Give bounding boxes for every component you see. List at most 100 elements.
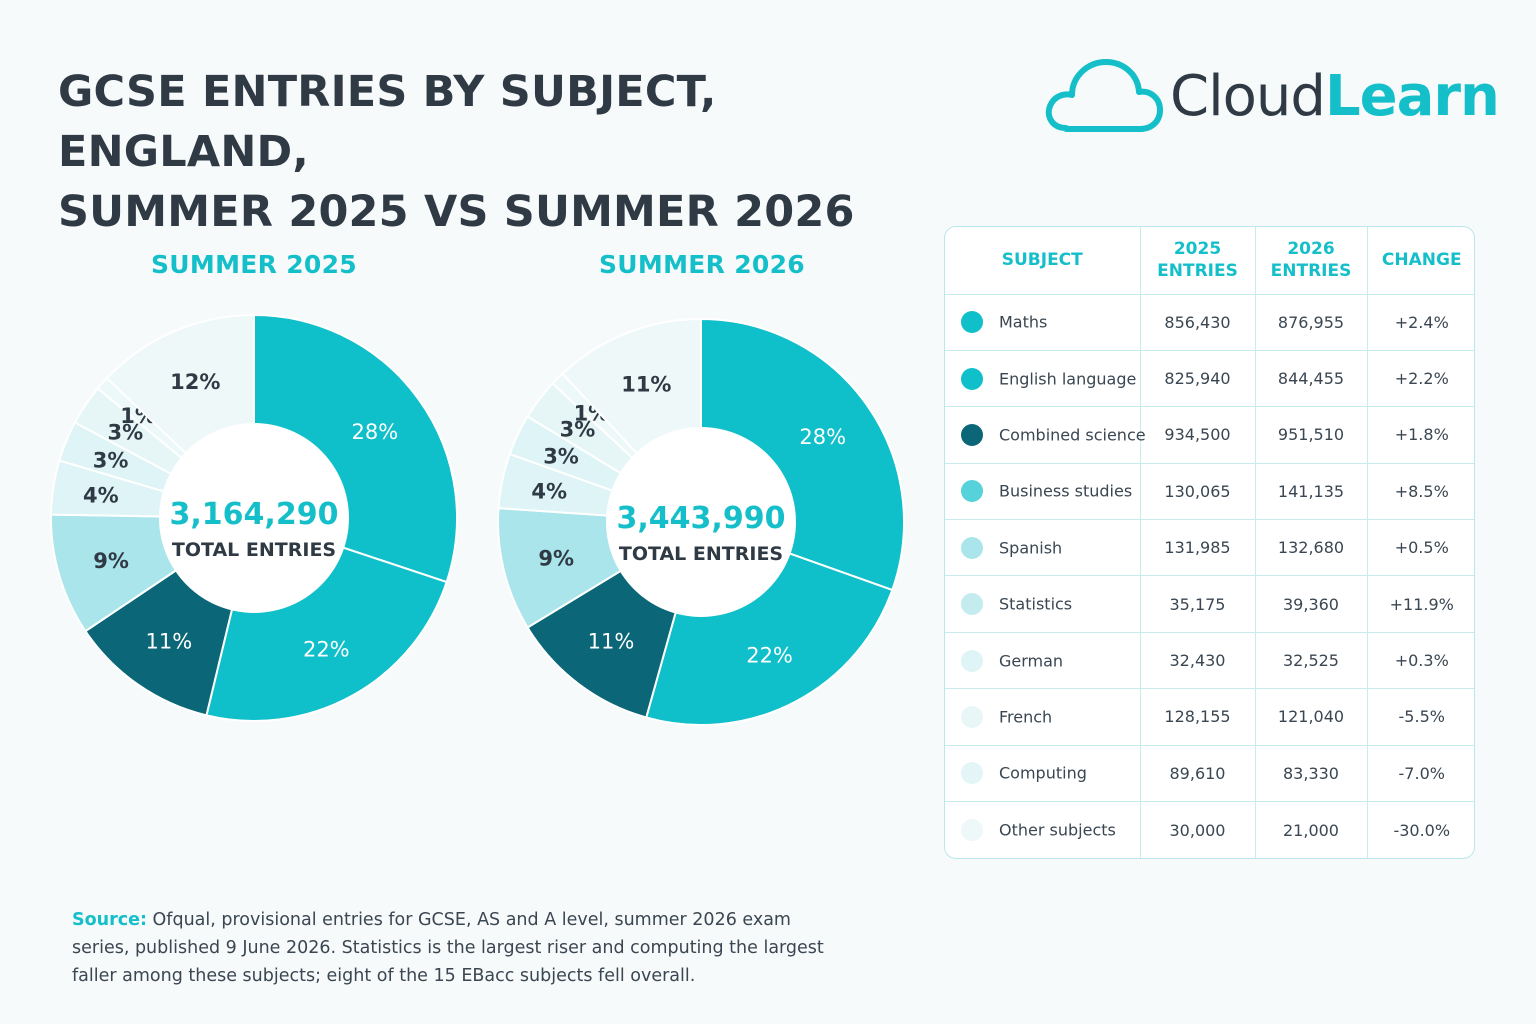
- table-row: Maths 856,430 876,955 +2.4%: [945, 294, 1474, 351]
- cell-2026-entries: 21,000: [1255, 801, 1368, 858]
- cell-subject: Statistics: [945, 575, 1141, 633]
- cell-change: +0.5%: [1367, 519, 1474, 577]
- cloudlearn-logo: CloudLearn: [1044, 50, 1500, 140]
- table-row: Statistics 35,175 39,360 +11.9%: [945, 575, 1474, 633]
- cell-change: +0.3%: [1367, 632, 1474, 690]
- subject-label: Statistics: [999, 594, 1073, 614]
- cell-2026-entries: 844,455: [1255, 350, 1368, 408]
- slice-label: 28%: [799, 425, 846, 449]
- donut-hole: [159, 423, 349, 613]
- page-title: GCSE ENTRIES BY SUBJECT, ENGLAND, SUMMER…: [58, 62, 958, 242]
- subject-label: German: [999, 651, 1064, 671]
- table-body: Maths 856,430 876,955 +2.4% English language…: [945, 294, 1474, 858]
- cell-change: +1.8%: [1367, 406, 1474, 464]
- cell-2025-entries: 35,175: [1140, 575, 1256, 633]
- legend-dot: [961, 593, 983, 616]
- cell-change: +2.4%: [1367, 294, 1474, 351]
- cell-2025-entries: 825,940: [1140, 350, 1256, 408]
- cell-subject: Maths: [945, 294, 1141, 351]
- subject-label: Combined science: [999, 425, 1146, 445]
- total-entries-label: TOTAL ENTRIES: [619, 543, 783, 565]
- cell-change: -7.0%: [1367, 745, 1474, 803]
- donut-hole: [606, 427, 796, 617]
- slice-label: 4%: [83, 484, 119, 508]
- slice-label: 3%: [93, 448, 129, 472]
- table-row: Computing 89,610 83,330 -7.0%: [945, 745, 1474, 803]
- slice-label: 11%: [146, 629, 193, 653]
- subject-label: Computing: [999, 763, 1087, 783]
- title-line-2: SUMMER 2025 VS SUMMER 2026: [58, 187, 855, 237]
- cell-2025-entries: 131,985: [1140, 519, 1256, 577]
- slice-label: 3%: [560, 417, 596, 441]
- cell-2025-entries: 32,430: [1140, 632, 1256, 690]
- cell-subject: French: [945, 688, 1141, 746]
- subject-label: French: [999, 707, 1053, 727]
- slice-label: 11%: [588, 630, 635, 654]
- total-entries-label: TOTAL ENTRIES: [172, 539, 336, 561]
- total-entries-value: 3,443,990: [617, 501, 786, 536]
- cell-subject: Combined science: [945, 406, 1146, 464]
- table-row: Spanish 131,985 132,680 +0.5%: [945, 519, 1474, 577]
- slice-label: 22%: [746, 643, 793, 667]
- slice-label: 9%: [93, 549, 129, 573]
- cell-2026-entries: 132,680: [1255, 519, 1368, 577]
- header-2026-entries: 2026 ENTRIES: [1255, 227, 1368, 295]
- header-2026-entries-text: 2026 ENTRIES: [1270, 239, 1352, 282]
- logo-text-learn: Learn: [1324, 64, 1500, 129]
- legend-dot: [961, 649, 983, 672]
- slice-label: 22%: [303, 637, 350, 661]
- cell-2025-entries: 30,000: [1140, 801, 1256, 858]
- cell-change: +8.5%: [1367, 463, 1474, 521]
- header-2025-entries: 2025 ENTRIES: [1140, 227, 1256, 295]
- cell-2026-entries: 32,525: [1255, 632, 1368, 690]
- source-label: Source:: [72, 910, 147, 930]
- table-row: Combined science 934,500 951,510 +1.8%: [945, 406, 1474, 464]
- subject-label: Maths: [999, 312, 1048, 332]
- cell-2025-entries: 128,155: [1140, 688, 1256, 746]
- cell-subject: Other subjects: [945, 801, 1141, 858]
- table-row: Business studies 130,065 141,135 +8.5%: [945, 463, 1474, 521]
- header-change: CHANGE: [1367, 227, 1474, 295]
- cell-2025-entries: 934,500: [1140, 406, 1256, 464]
- cell-subject: English language: [945, 350, 1141, 408]
- header-subject: SUBJECT: [945, 227, 1141, 295]
- cell-change: -5.5%: [1367, 688, 1474, 746]
- subject-label: Other subjects: [999, 820, 1116, 840]
- legend-dot: [961, 311, 983, 334]
- cell-change: +2.2%: [1367, 350, 1474, 408]
- subject-label: Spanish: [999, 538, 1063, 558]
- cell-subject: Spanish: [945, 519, 1141, 577]
- cell-2026-entries: 876,955: [1255, 294, 1368, 351]
- cloud-icon: [1045, 59, 1163, 132]
- total-entries-value: 3,164,290: [170, 497, 339, 532]
- slice-label: 3%: [107, 421, 143, 445]
- cell-subject: German: [945, 632, 1141, 690]
- slice-label: 12%: [170, 370, 220, 394]
- slice-label: 9%: [538, 546, 574, 570]
- pie-2025-title: SUMMER 2025: [151, 250, 357, 279]
- cell-2026-entries: 141,135: [1255, 463, 1368, 521]
- header-2025-entries-text: 2025 ENTRIES: [1157, 239, 1238, 282]
- entries-table-card: SUBJECT 2025 ENTRIES 2026 ENTRIES CHANGE M…: [944, 226, 1475, 859]
- table-row: English language 825,940 844,455 +2.2%: [945, 350, 1474, 408]
- cell-2026-entries: 83,330: [1255, 745, 1368, 803]
- source-note: Source: Ofqual, provisional entries for …: [72, 906, 852, 990]
- subject-label: Business studies: [999, 481, 1133, 501]
- logo-wordmark: CloudLearn: [1170, 62, 1500, 132]
- table-header-row: SUBJECT 2025 ENTRIES 2026 ENTRIES CHANGE: [945, 227, 1474, 295]
- logo-text-cloud: Cloud: [1170, 64, 1326, 129]
- cell-2025-entries: 130,065: [1140, 463, 1256, 521]
- cell-change: -30.0%: [1393, 820, 1451, 840]
- cell-2025-entries: 856,430: [1140, 294, 1256, 351]
- table-row: Other subjects 30,000 21,000 -30.0%: [945, 801, 1474, 858]
- cell-change: +11.9%: [1367, 575, 1474, 633]
- source-text: Ofqual, provisional entries for GCSE, AS…: [72, 910, 824, 986]
- cell-subject: Business studies: [945, 463, 1141, 521]
- entries-table: SUBJECT 2025 ENTRIES 2026 ENTRIES CHANGE M…: [945, 227, 1474, 858]
- slice-label: 3%: [543, 444, 579, 468]
- subject-label: English language: [999, 369, 1137, 389]
- slice-label: 4%: [531, 479, 567, 503]
- slice-label: 28%: [351, 420, 398, 444]
